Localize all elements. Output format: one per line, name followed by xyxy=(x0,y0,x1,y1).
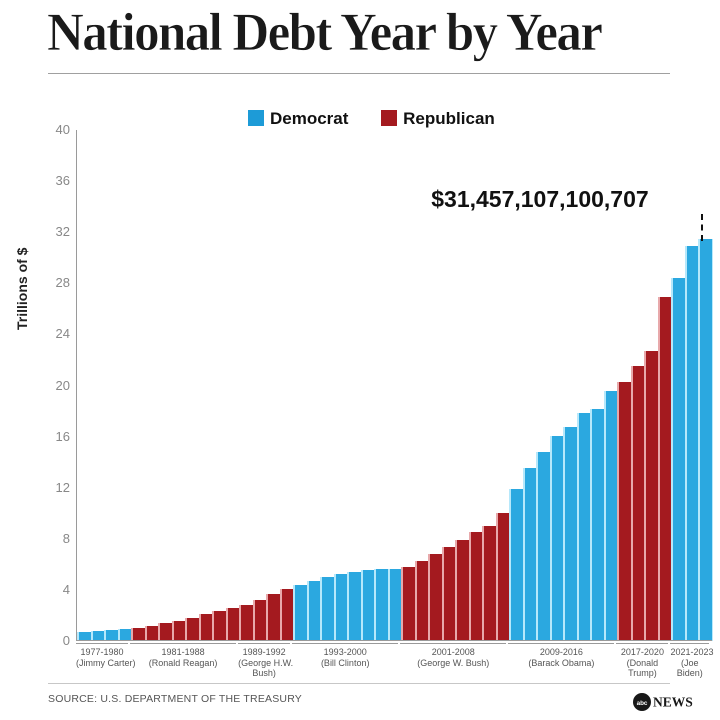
svg-text:abc: abc xyxy=(637,700,648,707)
svg-text:NEWS: NEWS xyxy=(653,695,693,710)
